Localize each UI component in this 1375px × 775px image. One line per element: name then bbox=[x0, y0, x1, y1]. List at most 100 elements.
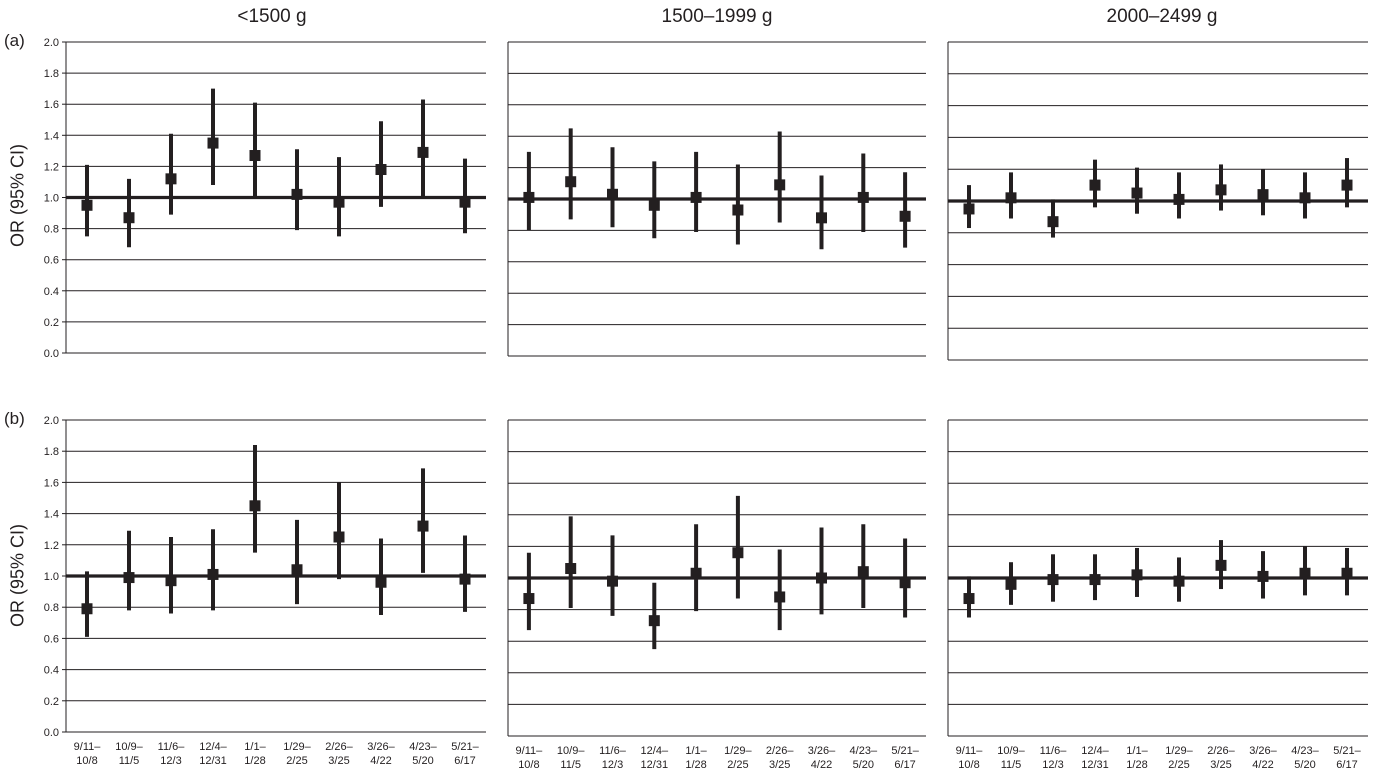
or-point bbox=[249, 150, 261, 162]
or-point bbox=[417, 520, 429, 532]
or-point bbox=[417, 146, 429, 158]
or-point bbox=[1005, 192, 1017, 204]
or-point bbox=[1131, 569, 1143, 581]
x-tick-label: 11/6– bbox=[158, 741, 186, 753]
x-tick-label: 10/8 bbox=[518, 759, 539, 771]
or-point bbox=[207, 137, 219, 149]
or-point bbox=[81, 603, 93, 615]
x-tick-label: 3/25 bbox=[769, 759, 790, 771]
x-tick-label: 6/17 bbox=[1336, 759, 1357, 771]
x-tick-label: 12/4– bbox=[1081, 745, 1109, 757]
x-tick-label: 5/21– bbox=[1333, 745, 1361, 757]
or-point bbox=[1089, 179, 1101, 191]
or-point bbox=[459, 573, 471, 585]
or-point bbox=[1047, 216, 1059, 228]
x-tick-label: 4/22 bbox=[370, 755, 391, 767]
x-tick-label: 1/29– bbox=[724, 745, 752, 757]
y-tick-label: 2.0 bbox=[44, 415, 59, 427]
or-point bbox=[459, 196, 471, 208]
y-tick-label: 0.0 bbox=[44, 348, 59, 360]
x-tick-label: 12/3 bbox=[1042, 759, 1063, 771]
x-tick-label: 1/1– bbox=[244, 741, 266, 753]
x-tick-label: 2/25 bbox=[286, 755, 307, 767]
or-point bbox=[816, 212, 827, 224]
or-point bbox=[1299, 567, 1311, 579]
or-point bbox=[857, 566, 869, 578]
x-tick-label: 4/23– bbox=[1291, 745, 1319, 757]
x-tick-label: 11/5 bbox=[1001, 759, 1022, 771]
or-point bbox=[607, 188, 618, 200]
or-point bbox=[565, 563, 577, 575]
or-point bbox=[690, 191, 702, 203]
row-label-b: (b) bbox=[4, 409, 25, 428]
x-tick-label: 3/25 bbox=[328, 755, 349, 767]
x-tick-label: 4/22 bbox=[1252, 759, 1273, 771]
y-tick-label: 0.2 bbox=[44, 317, 59, 329]
or-point bbox=[1257, 189, 1269, 201]
x-tick-label: 11/6– bbox=[1040, 745, 1068, 757]
y-tick-label: 1.4 bbox=[44, 509, 59, 521]
x-tick-label: 1/28 bbox=[685, 759, 706, 771]
x-tick-label: 10/8 bbox=[958, 759, 979, 771]
or-point bbox=[1173, 575, 1185, 587]
y-tick-label: 1.2 bbox=[44, 540, 59, 552]
or-point bbox=[732, 204, 744, 216]
x-tick-label: 11/5 bbox=[119, 755, 140, 767]
row-label-a: (a) bbox=[4, 31, 25, 50]
y-tick-label: 1.8 bbox=[44, 68, 59, 80]
x-tick-label: 2/26– bbox=[325, 741, 353, 753]
or-point bbox=[249, 500, 261, 512]
x-tick-label: 1/29– bbox=[283, 741, 311, 753]
y-tick-label: 1.6 bbox=[44, 477, 59, 489]
or-point bbox=[207, 568, 219, 580]
x-tick-label: 3/25 bbox=[1210, 759, 1231, 771]
x-tick-label: 2/26– bbox=[766, 745, 794, 757]
or-point bbox=[565, 176, 577, 188]
or-point bbox=[333, 531, 345, 543]
x-tick-label: 10/9– bbox=[557, 745, 585, 757]
x-tick-label: 4/23– bbox=[850, 745, 878, 757]
or-point bbox=[899, 210, 911, 222]
column-title-2000-2499: 2000–2499 g bbox=[1106, 6, 1218, 27]
x-tick-label: 3/26– bbox=[808, 745, 836, 757]
or-point bbox=[857, 191, 869, 203]
x-tick-label: 10/8 bbox=[76, 755, 97, 767]
or-point bbox=[523, 593, 535, 605]
or-point bbox=[963, 593, 975, 605]
or-point bbox=[690, 567, 702, 579]
x-tick-label: 6/17 bbox=[454, 755, 475, 767]
or-point bbox=[648, 199, 660, 211]
y-tick-label: 1.4 bbox=[44, 130, 59, 142]
y-tick-label: 0.6 bbox=[44, 633, 59, 645]
y-tick-label: 1.8 bbox=[44, 446, 59, 458]
x-tick-label: 12/4– bbox=[199, 741, 227, 753]
or-point bbox=[333, 196, 345, 208]
y-tick-label: 1.2 bbox=[44, 161, 59, 173]
or-point bbox=[1215, 184, 1227, 196]
x-tick-label: 4/23– bbox=[409, 741, 437, 753]
or-point bbox=[648, 615, 660, 627]
x-tick-label: 11/6– bbox=[599, 745, 627, 757]
x-tick-label: 1/1– bbox=[685, 745, 707, 757]
or-point bbox=[81, 199, 93, 211]
x-tick-label: 5/20 bbox=[412, 755, 433, 767]
x-tick-label: 1/28 bbox=[1126, 759, 1147, 771]
x-tick-label: 10/9– bbox=[115, 741, 143, 753]
x-tick-label: 1/1– bbox=[1126, 745, 1148, 757]
or-point bbox=[123, 212, 135, 224]
x-tick-label: 5/21– bbox=[451, 741, 479, 753]
y-tick-label: 0.8 bbox=[44, 224, 59, 236]
x-tick-label: 6/17 bbox=[894, 759, 915, 771]
or-point bbox=[1341, 567, 1353, 579]
x-tick-label: 4/22 bbox=[811, 759, 832, 771]
column-title-lt1500: <1500 g bbox=[237, 6, 307, 27]
or-point bbox=[1047, 574, 1059, 586]
or-point bbox=[732, 547, 744, 559]
or-point bbox=[165, 173, 177, 185]
x-tick-label: 12/31 bbox=[199, 755, 227, 767]
x-tick-label: 5/20 bbox=[853, 759, 874, 771]
or-point bbox=[165, 575, 177, 587]
or-point bbox=[291, 564, 303, 576]
